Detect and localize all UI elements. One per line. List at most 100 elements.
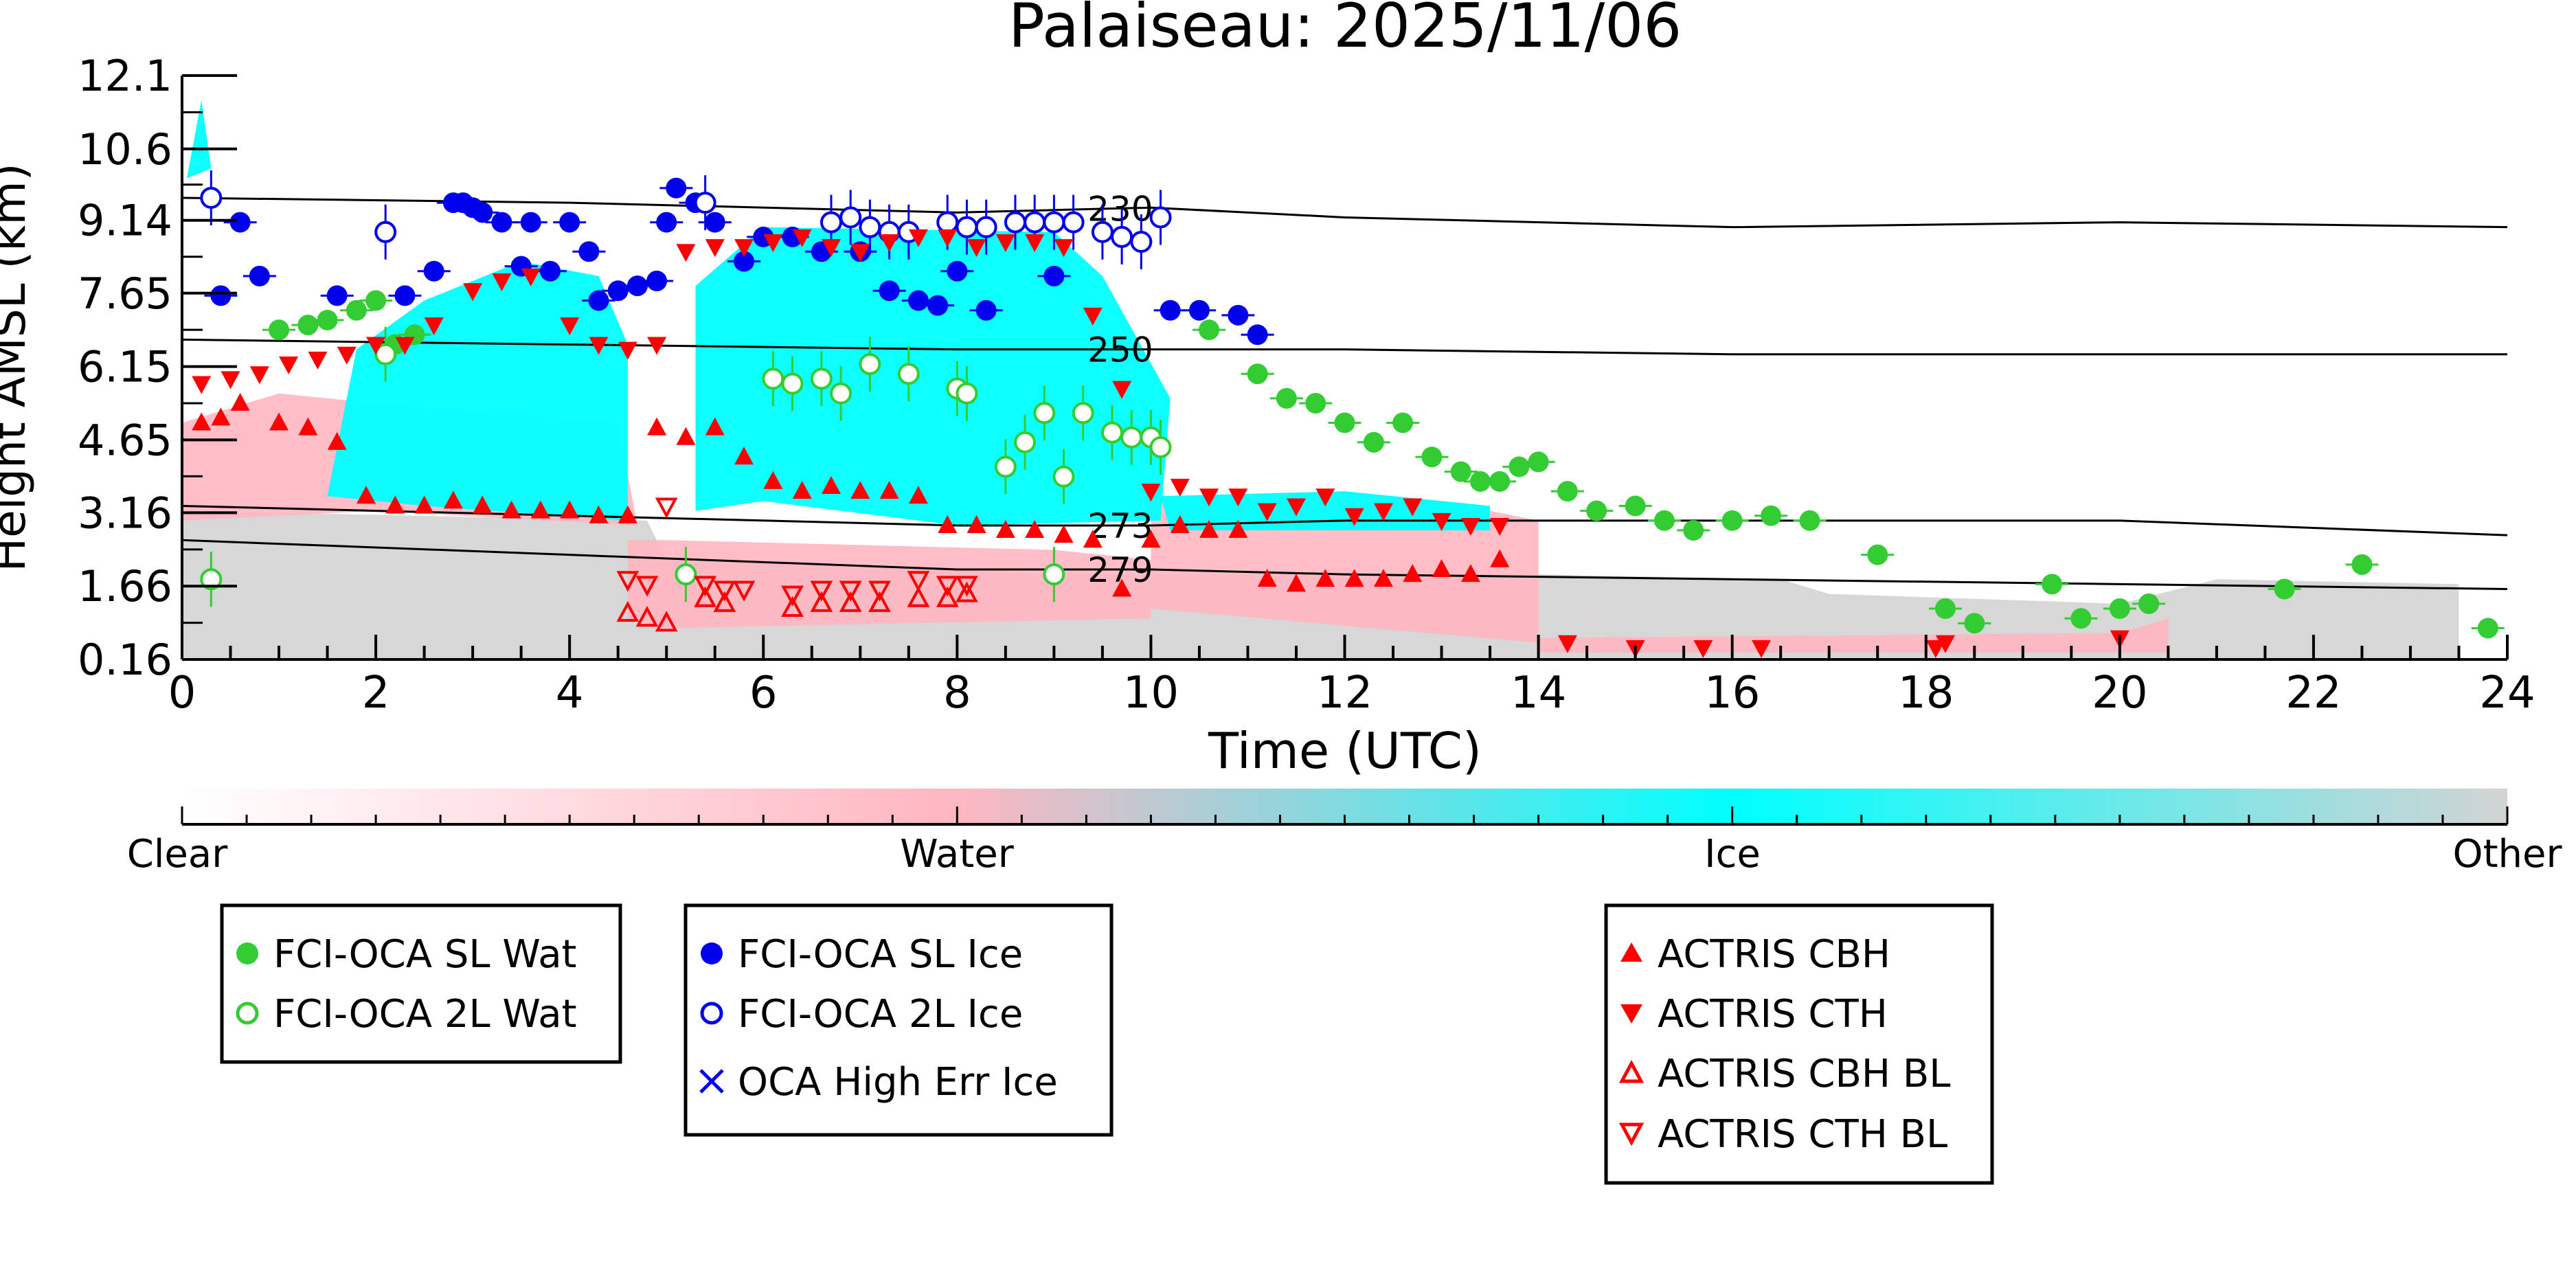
point-actris-cth-44: [1490, 517, 1510, 536]
point-fci-oca-sl-ice-3: [326, 285, 348, 306]
point-fci-oca-sl-wat-7: [1199, 319, 1220, 341]
phase-region-water-3: [1151, 501, 1539, 643]
point-fci-oca-sl-wat-37: [2477, 618, 2498, 639]
x-tick-label-8: 8: [943, 668, 971, 719]
point-actris-cbh-23: [850, 481, 870, 499]
point-fci-oca-2l-wat-15: [1052, 465, 1075, 488]
point-actris-cth-5: [337, 346, 357, 365]
point-actris-cbh-26: [938, 515, 958, 533]
point-fci-oca-sl-wat-15: [1450, 461, 1471, 482]
point-actris-cbh-bl-1: [635, 606, 659, 627]
point-actris-cth-bl-2: [655, 497, 678, 519]
point-fci-oca-sl-wat-32: [2070, 608, 2092, 629]
point-fci-oca-2l-wat-16: [1072, 402, 1094, 425]
point-actris-cbh-32: [1112, 578, 1132, 597]
legend-marker-cbh: [1620, 942, 1642, 962]
point-fci-oca-2l-wat-18: [1120, 426, 1143, 449]
point-fci-oca-sl-wat-33: [2109, 598, 2130, 619]
point-actris-cbh-10: [473, 495, 493, 514]
point-actris-cth-23: [879, 234, 899, 253]
point-actris-cbh-1: [211, 407, 231, 426]
point-actris-cbh-21: [792, 481, 812, 499]
point-actris-cbh-11: [501, 500, 521, 519]
point-actris-cth-47: [1693, 640, 1713, 658]
point-fci-oca-2l-ice-8: [936, 211, 959, 234]
point-fci-oca-sl-wat-27: [1799, 510, 1820, 531]
x-ticks: 0 2 4 6 8 10 12 14 16 18 20 22 24: [168, 635, 2535, 719]
point-actris-cbh-12: [530, 500, 550, 519]
point-actris-cbh-29: [1025, 520, 1045, 539]
point-fci-oca-sl-ice-14: [559, 212, 580, 233]
point-actris-cbh-16: [647, 417, 667, 436]
legend-marker-cbh-bl: [1618, 1059, 1645, 1083]
legend-marker-2l-wat: [236, 1002, 259, 1025]
isotherm-label-273: 273: [1087, 506, 1153, 546]
cloud-phase-regions: [182, 100, 2459, 659]
legend-water-box: [220, 903, 622, 1064]
point-actris-cth-14: [618, 341, 637, 360]
point-fci-oca-sl-ice-23: [704, 212, 725, 233]
point-fci-oca-sl-wat-35: [2274, 578, 2295, 600]
point-fci-oca-sl-ice-20: [656, 212, 677, 233]
point-fci-oca-sl-ice-2: [249, 265, 270, 286]
point-fci-oca-sl-ice-4: [394, 285, 416, 306]
point-actris-cth-4: [308, 351, 328, 370]
colorbar-label-ice: Ice: [1704, 832, 1761, 877]
point-fci-oca-2l-wat-12: [1014, 431, 1037, 453]
point-actris-cbh-43: [1432, 559, 1451, 578]
point-actris-cth-12: [560, 317, 580, 336]
point-fci-oca-sl-ice-15: [578, 241, 600, 262]
point-fci-oca-sl-wat-22: [1625, 495, 1646, 517]
point-fci-oca-sl-wat-20: [1557, 481, 1578, 502]
point-actris-cbh-8: [414, 495, 434, 514]
point-fci-oca-sl-ice-19: [646, 270, 668, 291]
legend-label-cth: ACTRIS CTH: [1658, 992, 1888, 1037]
point-actris-cth-bl-1: [635, 576, 659, 597]
point-actris-cth-37: [1286, 498, 1306, 517]
phase-region-ice-6: [695, 227, 1171, 526]
point-fci-oca-sl-ice-16: [588, 290, 609, 311]
y-tick-label-0: 0.16: [78, 635, 172, 685]
point-actris-cbh-38: [1286, 574, 1306, 592]
point-fci-oca-sl-wat-25: [1721, 510, 1743, 531]
isotherm-line-230: [182, 196, 2507, 229]
point-actris-cbh-30: [1054, 525, 1074, 543]
isotherm-line-273: [182, 504, 2507, 536]
point-fci-oca-2l-ice-1: [374, 221, 397, 243]
point-fci-oca-sl-ice-24: [734, 251, 755, 272]
point-actris-cbh-bl-4: [713, 591, 736, 612]
point-actris-cbh-39: [1315, 569, 1335, 587]
point-actris-cbh-24: [879, 481, 899, 499]
point-actris-cth-48: [1751, 640, 1771, 658]
point-actris-cth-6: [366, 337, 386, 355]
point-actris-cth-8: [424, 317, 444, 336]
y-tick-label-4: 6.15: [78, 342, 172, 392]
x-tick-label-2: 2: [362, 668, 390, 719]
legend-marker-cth: [1620, 1004, 1642, 1024]
point-actris-cth-30: [1083, 307, 1103, 326]
point-actris-cbh-6: [356, 486, 376, 504]
point-fci-oca-2l-wat-5: [810, 368, 833, 390]
point-actris-cbh-13: [560, 500, 580, 519]
y-tick-label-3: 4.65: [78, 415, 172, 465]
point-actris-cth-34: [1199, 488, 1219, 507]
point-actris-cbh-34: [1170, 515, 1190, 533]
point-fci-oca-2l-wat-2: [675, 563, 697, 586]
point-actris-cbh-28: [995, 520, 1015, 539]
point-actris-cbh-2: [230, 392, 250, 411]
point-fci-oca-sl-wat-18: [1509, 456, 1530, 477]
point-actris-cth-bl-12: [956, 576, 978, 597]
legend-label-sl-ice: FCI-OCA SL Ice: [738, 932, 1023, 977]
point-actris-cbh-25: [908, 486, 928, 504]
point-actris-cbh-42: [1403, 564, 1423, 583]
point-fci-oca-2l-ice-10: [975, 216, 997, 238]
point-fci-oca-2l-wat-20: [1149, 436, 1172, 459]
colorbar-ticks: [181, 806, 2509, 824]
x-tick-label-20: 20: [2092, 668, 2147, 719]
legend-marker-high-err: [699, 1069, 724, 1094]
point-actris-cth-32: [1141, 484, 1161, 502]
legend-marker-cth-bl: [1618, 1122, 1645, 1146]
point-fci-oca-sl-wat-11: [1334, 412, 1355, 433]
point-actris-cbh-45: [1490, 549, 1510, 567]
point-actris-cbh-31: [1083, 530, 1103, 548]
